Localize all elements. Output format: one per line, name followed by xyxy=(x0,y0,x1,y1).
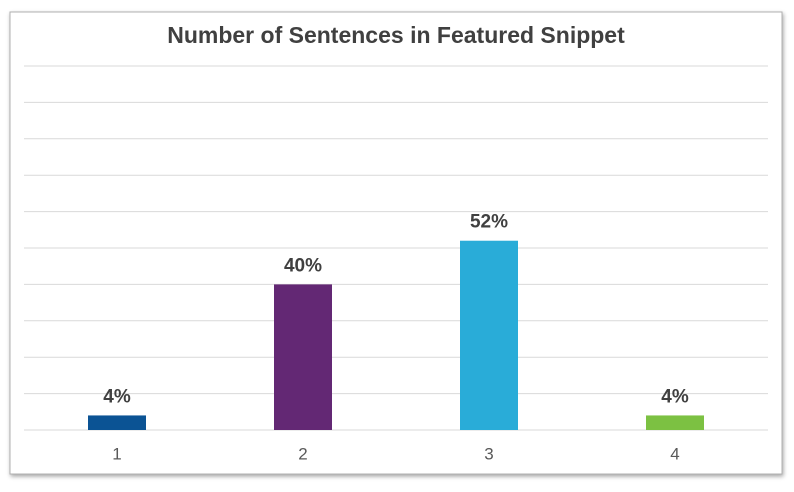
data-label: 4% xyxy=(661,386,689,407)
bar xyxy=(460,240,518,430)
x-tick-label: 4 xyxy=(670,444,679,463)
x-tick-label: 3 xyxy=(484,444,493,463)
x-tick-label: 2 xyxy=(298,444,307,463)
x-tick-label: 1 xyxy=(112,444,121,463)
data-label: 52% xyxy=(470,212,508,233)
bar xyxy=(646,415,704,430)
data-label: 4% xyxy=(103,386,131,407)
chart-title: Number of Sentences in Featured Snippet xyxy=(167,22,625,48)
data-label: 40% xyxy=(284,255,322,276)
bar xyxy=(88,415,146,430)
chart-frame xyxy=(9,11,783,475)
bar xyxy=(274,284,332,430)
